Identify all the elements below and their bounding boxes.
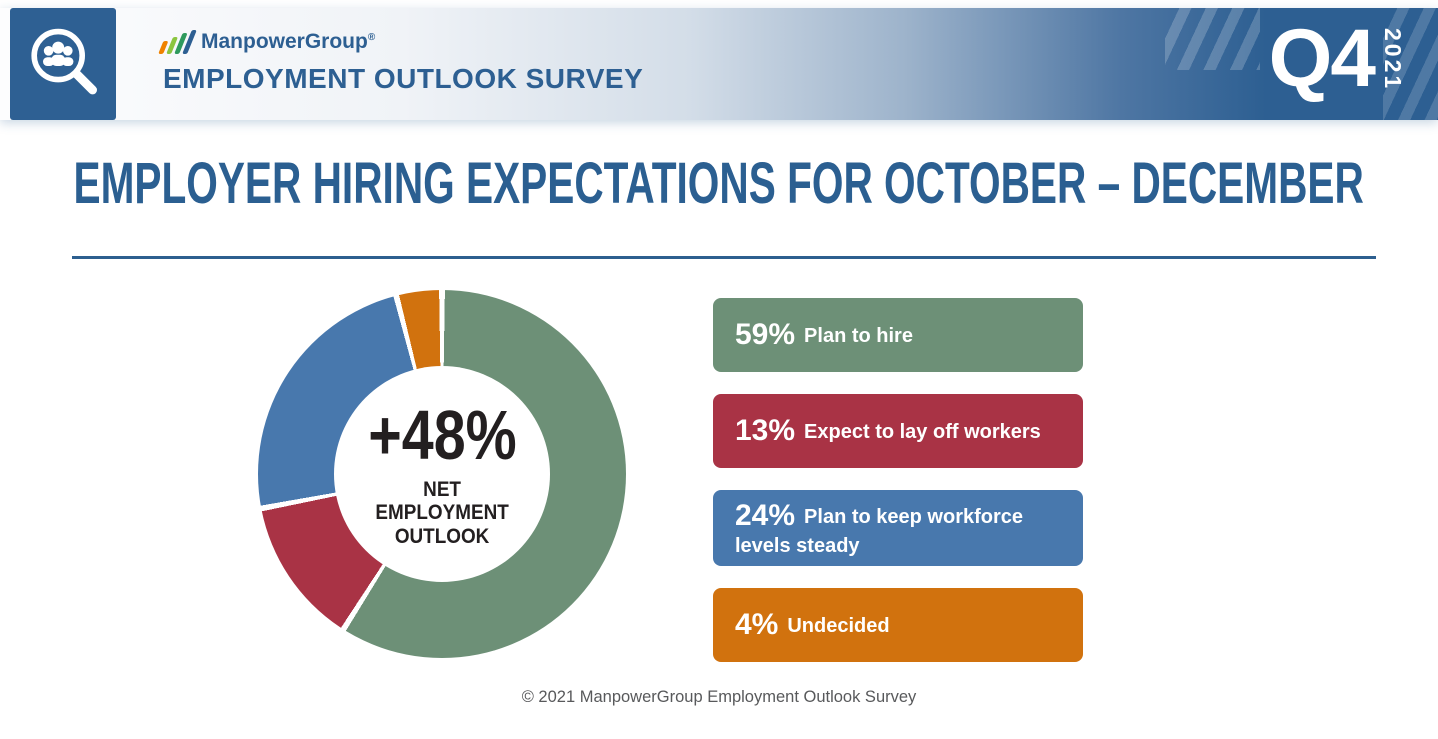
legend-percent: 4% <box>735 608 779 641</box>
legend-label: Plan to hire <box>804 325 913 347</box>
legend-label: Plan to keep workforce levels steady <box>735 506 1024 557</box>
net-outlook-label-line: EMPLOYMENT <box>375 501 509 525</box>
brand-stripes-icon <box>158 30 197 54</box>
title-wrap: EMPLOYER HIRING EXPECTATIONS FOR OCTOBER… <box>0 150 1438 217</box>
header-band: ManpowerGroup® EMPLOYMENT OUTLOOK SURVEY… <box>0 8 1438 120</box>
registered-mark: ® <box>367 32 376 43</box>
legend-bar-text: 4% Undecided <box>735 607 890 643</box>
legend-bar-text: 59% Plan to hire <box>735 317 913 353</box>
legend-bar-layoff: 13% Expect to lay off workers <box>713 394 1083 468</box>
manpowergroup-logo-square <box>10 8 116 120</box>
legend-bar-plan-to-hire: 59% Plan to hire <box>713 298 1083 372</box>
legend-percent: 13% <box>735 414 796 447</box>
page-title: EMPLOYER HIRING EXPECTATIONS FOR OCTOBER… <box>73 151 1365 216</box>
brand-row: ManpowerGroup® <box>158 30 643 54</box>
net-outlook-label-line: OUTLOOK <box>394 524 490 548</box>
magnifier-people-icon <box>23 22 103 107</box>
brand-name: ManpowerGroup® <box>201 30 375 54</box>
diagonal-stripes-decoration <box>1165 8 1260 70</box>
quarter-label: Q4 <box>1268 13 1376 104</box>
legend-label: Undecided <box>787 615 890 637</box>
legend-bar-keep-steady: 24% Plan to keep workforce levels steady <box>713 490 1083 566</box>
net-outlook-label: NET EMPLOYMENT OUTLOOK <box>375 478 508 547</box>
legend-percent: 24% <box>735 499 796 532</box>
net-outlook-label-line: NET <box>423 478 461 502</box>
donut-center: +48% NET EMPLOYMENT OUTLOOK <box>334 366 550 582</box>
net-outlook-value: +48% <box>367 396 517 475</box>
copyright-footer: © 2021 ManpowerGroup Employment Outlook … <box>521 688 917 706</box>
brand-name-text: ManpowerGroup <box>201 30 368 53</box>
title-divider <box>72 256 1376 259</box>
legend-bar-text: 24% Plan to keep workforce levels steady <box>735 498 1061 558</box>
brand-area: ManpowerGroup® EMPLOYMENT OUTLOOK SURVEY <box>158 30 644 95</box>
legend-percent: 59% <box>735 318 796 351</box>
survey-title: EMPLOYMENT OUTLOOK SURVEY <box>163 63 644 94</box>
legend: 59% Plan to hire 13% Expect to lay off wor… <box>713 298 1083 662</box>
legend-bar-undecided: 4% Undecided <box>713 588 1083 662</box>
donut-chart-area: +48% NET EMPLOYMENT OUTLOOK <box>258 290 626 658</box>
year-label: 2021 <box>1380 28 1406 92</box>
legend-label: Expect to lay off workers <box>804 421 1041 443</box>
legend-bar-text: 13% Expect to lay off workers <box>735 413 1041 449</box>
